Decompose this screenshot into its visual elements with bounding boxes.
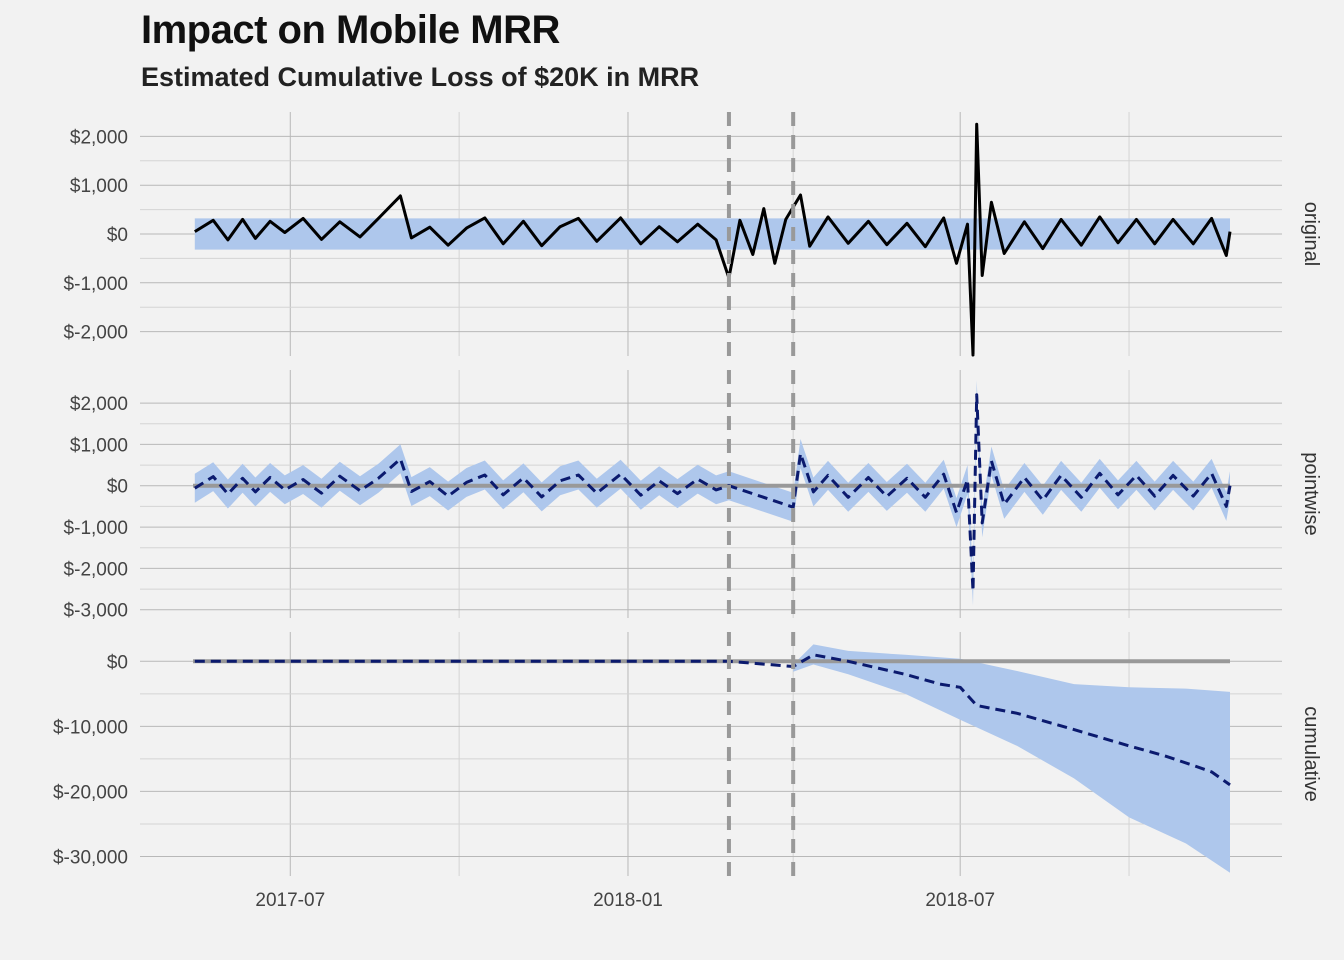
x-tick-label: 2018-01: [593, 890, 663, 911]
panel-strip-label: cumulative: [1300, 706, 1322, 802]
confidence-band: [793, 644, 1230, 873]
chart-subtitle: Estimated Cumulative Loss of $20K in MRR: [141, 62, 700, 92]
y-tick-label: $1,000: [70, 435, 128, 456]
confidence-band: [194, 380, 1230, 606]
y-tick-label: $2,000: [70, 127, 128, 148]
y-tick-label: $-1,000: [64, 518, 128, 539]
y-tick-label: $0: [107, 477, 128, 498]
y-tick-label: $-30,000: [53, 847, 128, 868]
x-tick-label: 2018-07: [925, 890, 995, 911]
chart-title: Impact on Mobile MRR: [141, 8, 560, 52]
x-tick-label: 2017-07: [255, 890, 325, 911]
y-tick-label: $-1,000: [64, 274, 128, 295]
y-tick-label: $-2,000: [64, 323, 128, 344]
panel-strip-label: original: [1300, 202, 1322, 266]
prediction-series-line: [194, 653, 1231, 787]
y-tick-label: $0: [107, 652, 128, 673]
y-tick-label: $-2,000: [64, 559, 128, 580]
y-tick-label: $1,000: [70, 176, 128, 197]
confidence-band: [194, 218, 1230, 250]
y-tick-label: $-3,000: [64, 601, 128, 622]
y-tick-label: $-10,000: [53, 717, 128, 738]
y-tick-label: $-20,000: [53, 782, 128, 803]
y-tick-label: $2,000: [70, 394, 128, 415]
panel-strip-label: pointwise: [1300, 452, 1322, 535]
observed-series-line: [194, 122, 1232, 357]
y-tick-label: $0: [107, 225, 128, 246]
